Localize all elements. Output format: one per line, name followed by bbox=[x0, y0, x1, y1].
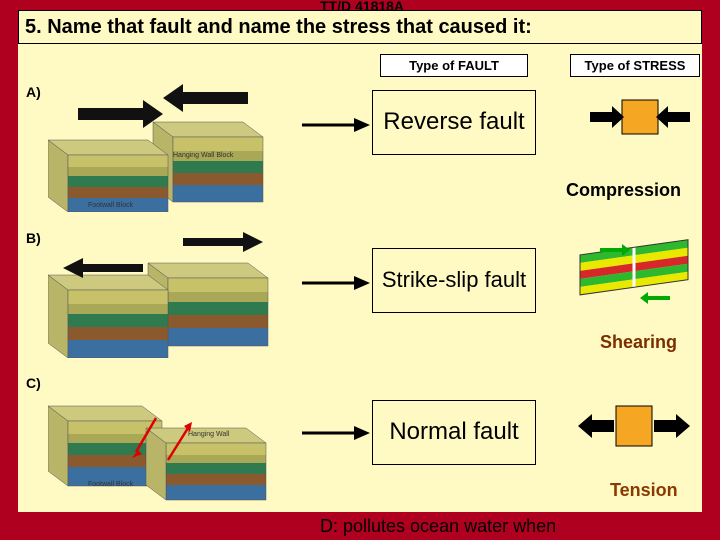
arrow-b bbox=[300, 268, 370, 298]
bg-fragment: D: pollutes ocean water when bbox=[320, 516, 556, 537]
fault-c: Normal fault bbox=[372, 400, 536, 465]
svg-text:Hanging Wall Block: Hanging Wall Block bbox=[173, 152, 234, 159]
svg-text:Footwall Block: Footwall Block bbox=[88, 481, 134, 488]
title-text: 5. Name that fault and name the stress t… bbox=[25, 16, 532, 39]
fault-a: Reverse fault bbox=[372, 90, 536, 155]
row-c-letter: C) bbox=[26, 375, 41, 391]
arrow-a bbox=[300, 110, 370, 140]
title-box: 5. Name that fault and name the stress t… bbox=[18, 10, 702, 44]
fault-b: Strike-slip fault bbox=[372, 248, 536, 313]
stress-diagram-a bbox=[586, 92, 694, 142]
row-b-letter: B) bbox=[26, 230, 41, 246]
diagram-a: Hanging Wall Block Footwall Block bbox=[48, 82, 274, 212]
header-stress: Type of STRESS bbox=[570, 54, 700, 77]
header-fault: Type of FAULT bbox=[380, 54, 528, 77]
stress-label-b: Shearing bbox=[600, 332, 677, 353]
stress-diagram-c bbox=[574, 398, 694, 454]
stress-diagram-b bbox=[572, 238, 698, 306]
stress-label-a: Compression bbox=[566, 180, 681, 201]
diagram-b bbox=[48, 228, 274, 358]
diagram-c: Footwall Block Hanging Wall bbox=[48, 374, 274, 504]
stress-label-c: Tension bbox=[610, 480, 678, 501]
svg-text:Footwall Block: Footwall Block bbox=[88, 202, 134, 209]
outer-frame: TT/D 41818A 5. Name that fault and name … bbox=[0, 0, 720, 540]
svg-text:Hanging Wall: Hanging Wall bbox=[188, 431, 230, 438]
row-a-letter: A) bbox=[26, 84, 41, 100]
arrow-c bbox=[300, 418, 370, 448]
